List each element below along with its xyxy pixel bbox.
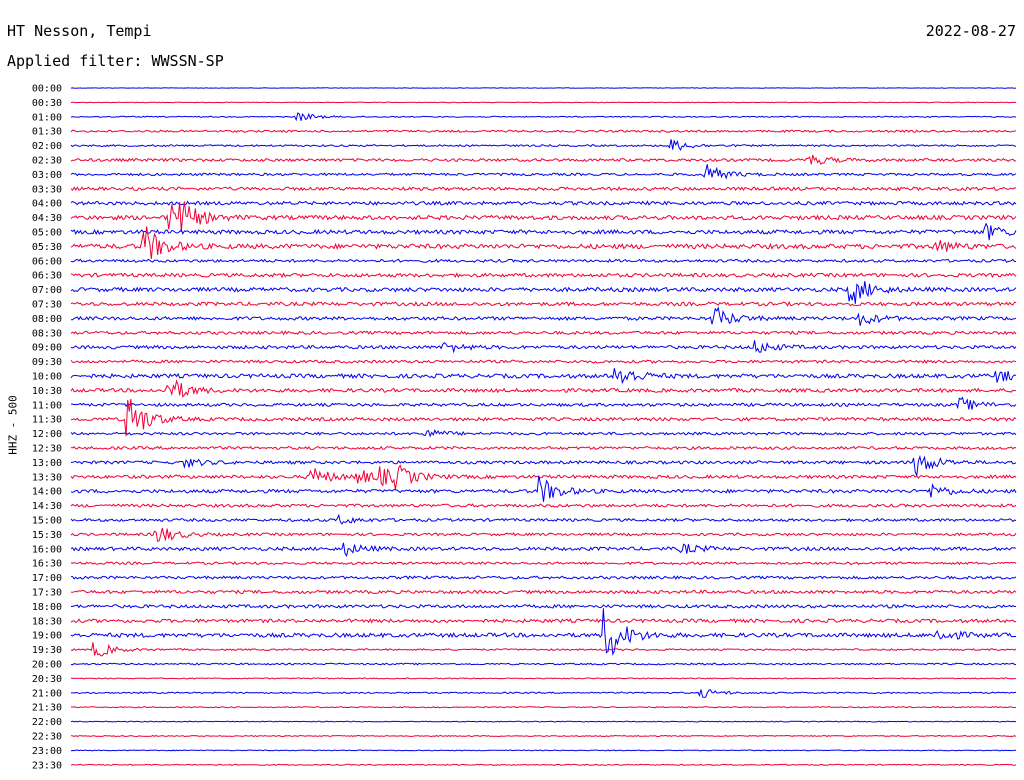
station-title: HT Nesson, Tempi bbox=[7, 22, 152, 40]
row-label: 01:30 bbox=[32, 127, 62, 138]
trace-row bbox=[70, 222, 1017, 241]
trace-row bbox=[70, 454, 1017, 476]
row-label: 16:30 bbox=[32, 559, 62, 570]
trace-row bbox=[70, 429, 1017, 438]
row-label: 10:30 bbox=[32, 386, 62, 397]
trace-row bbox=[70, 503, 1017, 508]
row-label: 09:00 bbox=[32, 343, 62, 354]
trace-row bbox=[70, 359, 1017, 364]
trace-row bbox=[70, 258, 1017, 263]
row-label: 22:00 bbox=[32, 717, 62, 728]
row-label: 07:00 bbox=[32, 285, 62, 296]
row-label: 02:30 bbox=[32, 156, 62, 167]
trace-row bbox=[70, 464, 1017, 490]
row-label: 12:00 bbox=[32, 429, 62, 440]
trace-row bbox=[70, 561, 1017, 566]
row-label: 08:30 bbox=[32, 328, 62, 339]
trace-row bbox=[70, 662, 1017, 666]
trace-row bbox=[70, 129, 1017, 133]
trace-row bbox=[71, 642, 1017, 657]
trace-row bbox=[70, 368, 1017, 385]
row-label: 16:00 bbox=[32, 544, 62, 555]
row-label: 14:00 bbox=[32, 487, 62, 498]
row-label: 20:00 bbox=[32, 660, 62, 671]
trace-row bbox=[70, 398, 1017, 437]
trace-row bbox=[70, 301, 1017, 307]
row-label: 04:00 bbox=[32, 199, 62, 210]
row-label: 17:30 bbox=[32, 588, 62, 599]
trace-row bbox=[71, 689, 1017, 698]
row-label: 07:30 bbox=[32, 300, 62, 311]
date-label: 2022-08-27 bbox=[925, 22, 1016, 40]
row-label: 20:30 bbox=[32, 674, 62, 685]
trace-row bbox=[70, 340, 1017, 354]
trace-row bbox=[70, 112, 1017, 122]
trace-row bbox=[70, 749, 1016, 752]
trace-row bbox=[70, 186, 1017, 192]
row-label: 13:30 bbox=[32, 472, 62, 483]
row-label: 05:00 bbox=[32, 228, 62, 239]
trace-row bbox=[70, 272, 1017, 279]
trace-row bbox=[71, 603, 1017, 609]
row-label: 00:00 bbox=[32, 84, 62, 95]
row-label: 08:00 bbox=[32, 314, 62, 325]
trace-row bbox=[70, 720, 1017, 723]
row-label: 12:30 bbox=[32, 444, 62, 455]
row-label: 10:00 bbox=[32, 372, 62, 383]
trace-row bbox=[70, 542, 1017, 558]
trace-row bbox=[70, 734, 1017, 738]
row-label: 11:30 bbox=[32, 415, 62, 426]
row-label: 11:00 bbox=[32, 400, 62, 411]
row-label: 03:00 bbox=[32, 170, 62, 181]
row-label: 22:30 bbox=[32, 732, 62, 743]
trace-row bbox=[71, 396, 1017, 410]
row-label: 06:00 bbox=[32, 256, 62, 267]
row-label: 21:00 bbox=[32, 688, 62, 699]
filter-label: Applied filter: WWSSN-SP bbox=[7, 52, 224, 70]
row-label: 13:00 bbox=[32, 458, 62, 469]
trace-row bbox=[70, 608, 1017, 656]
trace-row bbox=[70, 201, 1017, 233]
row-label: 18:30 bbox=[32, 616, 62, 627]
row-label: 03:30 bbox=[32, 184, 62, 195]
row-label: 23:00 bbox=[32, 746, 62, 757]
row-label: 19:30 bbox=[32, 645, 62, 656]
row-label: 21:30 bbox=[32, 703, 62, 714]
trace-row bbox=[70, 575, 1017, 581]
row-label: 18:00 bbox=[32, 602, 62, 613]
row-label: 02:00 bbox=[32, 141, 62, 152]
trace-row bbox=[70, 618, 1017, 624]
row-label: 00:30 bbox=[32, 98, 62, 109]
trace-row bbox=[70, 139, 1017, 151]
row-label: 05:30 bbox=[32, 242, 62, 253]
trace-row bbox=[70, 154, 1017, 165]
trace-row bbox=[70, 330, 1017, 336]
trace-row bbox=[70, 226, 1017, 260]
row-label: 01:00 bbox=[32, 112, 62, 123]
trace-row bbox=[70, 763, 1017, 766]
trace-row bbox=[70, 677, 1017, 680]
trace-row bbox=[70, 706, 1017, 709]
trace-row bbox=[70, 589, 1017, 595]
trace-row bbox=[70, 513, 1017, 525]
row-label: 14:30 bbox=[32, 501, 62, 512]
row-label: 17:00 bbox=[32, 573, 62, 584]
trace-row bbox=[70, 445, 1017, 451]
row-label: 15:00 bbox=[32, 516, 62, 527]
row-label: 15:30 bbox=[32, 530, 62, 541]
row-label: 09:30 bbox=[32, 357, 62, 368]
trace-row bbox=[70, 200, 1017, 206]
row-label: 06:30 bbox=[32, 271, 62, 282]
row-label: 19:00 bbox=[32, 631, 62, 642]
trace-row bbox=[70, 527, 1017, 543]
trace-row bbox=[70, 379, 1017, 398]
trace-row bbox=[70, 164, 1017, 180]
trace-row bbox=[70, 306, 1017, 326]
trace-row bbox=[70, 281, 1017, 304]
trace-row bbox=[70, 101, 1017, 104]
row-label: 04:30 bbox=[32, 213, 62, 224]
row-label: 23:30 bbox=[32, 760, 62, 771]
trace-row bbox=[70, 475, 1017, 502]
